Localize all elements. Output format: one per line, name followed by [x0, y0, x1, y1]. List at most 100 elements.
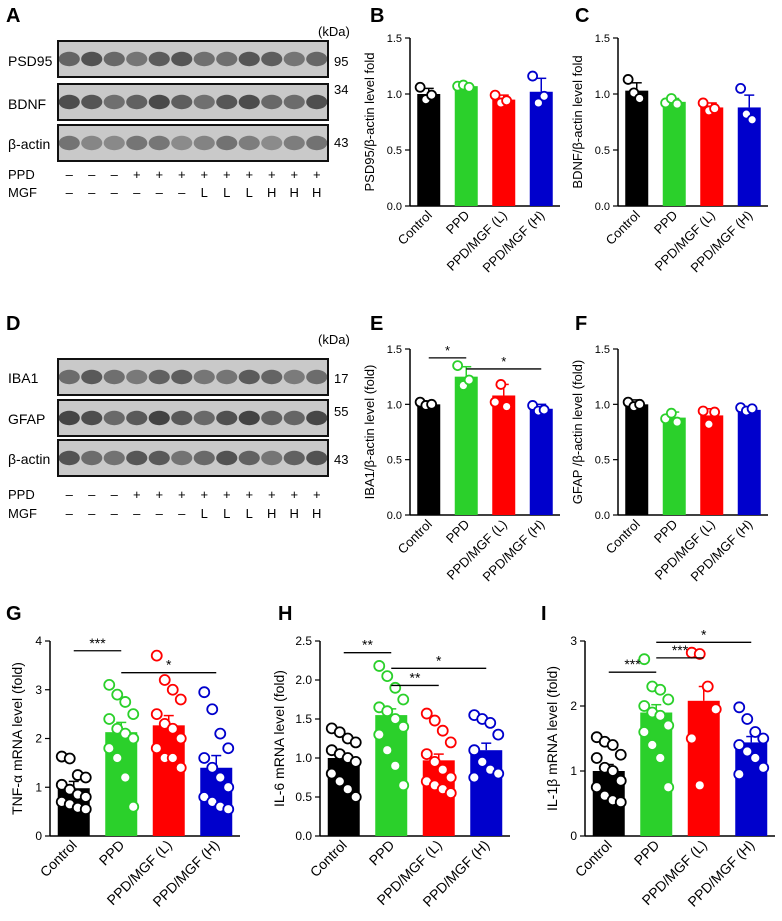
ppd-lane-sign: +: [290, 487, 298, 502]
mgf-lane-sign: L: [223, 506, 230, 521]
mgf-lane-sign: –: [156, 506, 164, 521]
y-tick-label: 0: [35, 829, 42, 843]
category-label: PPD: [651, 208, 681, 238]
data-point: [538, 90, 550, 102]
data-point: [532, 97, 544, 109]
panel-letter-g: G: [6, 603, 22, 625]
data-point: [463, 374, 475, 386]
blot-band: [81, 410, 103, 426]
bar: [492, 99, 516, 206]
data-point: [590, 781, 603, 794]
ppd-lane-sign: +: [155, 487, 163, 502]
blot-strip: [57, 124, 329, 162]
data-point: [389, 713, 402, 725]
data-point: [665, 407, 677, 419]
data-point: [214, 727, 227, 740]
mgf-lane-sign: L: [201, 185, 208, 200]
mgf-lane-sign: H: [312, 185, 321, 200]
ppd-lane-sign: +: [155, 167, 163, 182]
blot-band: [81, 369, 103, 385]
mgf-lane-sign: L: [246, 185, 253, 200]
blot-band: [306, 135, 328, 151]
bar: [625, 404, 649, 515]
blot-band: [103, 369, 125, 385]
blot-band: [126, 410, 148, 426]
y-axis-label: BDNF/β-actin level fold: [570, 55, 585, 188]
bar-chart-psd95: 0.0 0.5 1.0 1.5 PSD95/β-actin level fold Cont…: [362, 33, 560, 275]
blot-band: [193, 369, 215, 385]
category-label: PPD: [443, 517, 473, 547]
bar: [454, 376, 478, 515]
bar: [662, 417, 686, 515]
kda-label: (kDa): [318, 24, 350, 39]
y-tick-label: 3: [570, 634, 577, 648]
mgf-lane-sign: L: [223, 185, 230, 200]
ppd-lane-sign: +: [313, 487, 321, 502]
data-point: [662, 719, 675, 732]
panel-letter-i: I: [541, 603, 547, 625]
data-point: [381, 705, 394, 718]
ppd-lane-sign: –: [111, 487, 119, 502]
ppd-lane-sign: +: [245, 487, 253, 502]
kda-value-psd95: 95: [334, 54, 348, 69]
data-point: [428, 714, 441, 727]
data-point: [397, 693, 410, 706]
data-point: [414, 81, 426, 93]
blot-band: [126, 135, 148, 151]
data-point: [373, 728, 386, 741]
y-tick-label: 0.0: [387, 510, 402, 522]
blot-band: [171, 450, 193, 466]
blot-strip: [57, 439, 329, 477]
y-tick-label: 1.0: [595, 399, 610, 411]
mgf-lane-sign: –: [88, 185, 96, 200]
blot-band: [261, 450, 283, 466]
mgf-lane-sign: H: [267, 185, 276, 200]
category-label: PPD: [631, 837, 663, 869]
blot-band: [171, 410, 193, 426]
blot-band: [81, 135, 103, 151]
y-tick-label: 1.5: [595, 344, 610, 356]
data-point: [693, 648, 706, 660]
data-point: [426, 89, 438, 101]
data-point: [452, 360, 464, 372]
bar-chart-gfap: 0.0 0.5 1.0 1.5 GFAP /β-actin level (fold) Co…: [570, 344, 768, 584]
kda-value-bdnf: 34: [334, 82, 348, 97]
blot-band: [193, 51, 215, 67]
data-point: [428, 756, 441, 768]
blot-band: [193, 135, 215, 151]
data-point: [436, 763, 449, 776]
blot-band: [261, 369, 283, 385]
y-tick-label: 2: [570, 699, 577, 713]
mgf-lane-sign: –: [66, 506, 74, 521]
western-blot-d: (kDa) IBA1 17 GFAP 55 β-actin 43 PPD MGF…: [8, 332, 350, 521]
ppd-lane-sign: –: [88, 487, 96, 502]
data-point: [389, 681, 402, 694]
data-point: [119, 771, 132, 784]
blot-band: [238, 369, 260, 385]
ppd-lane-sign: +: [223, 487, 231, 502]
y-axis-label: GFAP /β-actin level (fold): [570, 360, 585, 505]
y-tick-label: 1.0: [387, 89, 402, 101]
data-point: [341, 783, 354, 796]
data-point: [741, 713, 754, 725]
bar: [454, 86, 478, 206]
significance-label: ***: [89, 635, 106, 651]
bar: [700, 415, 724, 515]
y-tick-label: 1.5: [295, 712, 312, 726]
data-point: [703, 418, 715, 430]
data-point: [476, 756, 489, 768]
bar: [662, 101, 686, 206]
blot-band: [216, 410, 238, 426]
blot-band: [193, 450, 215, 466]
category-label: Control: [572, 837, 615, 880]
bar-chart-il6: 0.0 0.5 1.0 1.5 2.0 2.5 IL-6 mRNA level (fold)…: [271, 634, 510, 910]
y-tick-label: 0: [570, 829, 577, 843]
ppd-lane-sign: –: [111, 167, 119, 182]
blot-band: [58, 450, 80, 466]
data-point: [662, 693, 675, 706]
data-point: [174, 732, 187, 745]
ppd-lane-sign: +: [245, 167, 253, 182]
ppd-lane-sign: +: [133, 487, 141, 502]
y-tick-label: 0.0: [295, 829, 312, 843]
blot-band: [216, 94, 238, 110]
